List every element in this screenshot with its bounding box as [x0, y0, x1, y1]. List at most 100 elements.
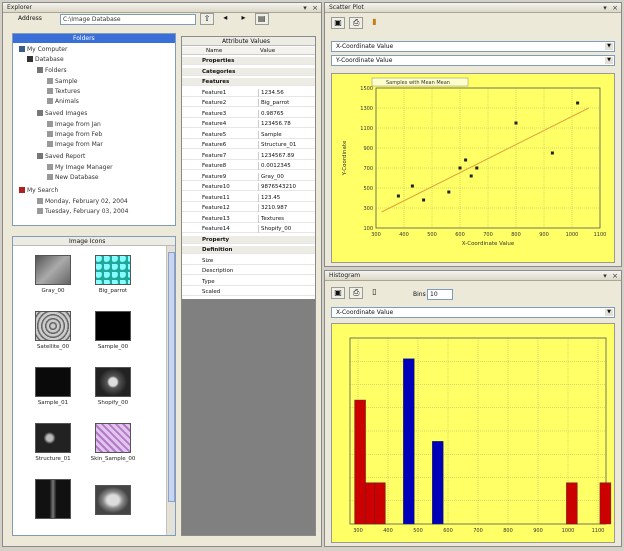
tree-item[interactable]: Image from Feb [47, 131, 102, 139]
tree-item[interactable]: Tuesday, February 03, 2004 [37, 208, 128, 216]
property-value[interactable]: Shopify_00 [258, 225, 314, 233]
property-category[interactable]: Definition [182, 246, 315, 254]
close-icon[interactable]: × [312, 4, 318, 12]
chart-icon[interactable]: ▮ [372, 17, 377, 26]
property-row[interactable]: Feature6 Structure_01 [182, 141, 315, 149]
tree-item[interactable]: My Computer [19, 46, 67, 54]
print-icon[interactable]: ⎙ [349, 17, 364, 29]
tree-item[interactable]: Image from Jan [47, 121, 101, 129]
property-value[interactable]: Sample [258, 130, 314, 139]
property-value[interactable]: 1234567.89 [258, 151, 314, 160]
image-icon [47, 98, 53, 104]
folder-up-icon[interactable]: ⇧ [200, 13, 214, 25]
property-name: Feature4 [202, 121, 227, 127]
property-value[interactable]: 0.0012345 [258, 162, 314, 170]
property-value[interactable]: Big_parrot [258, 99, 314, 107]
tree-item[interactable]: My Image Manager [47, 164, 113, 172]
view-menu-icon[interactable]: ▤ [254, 13, 269, 25]
thumbnail-image[interactable] [95, 311, 131, 341]
tree-item[interactable]: Saved Images [37, 110, 87, 118]
scatter-titlebar: Scatter Plot ▾ × [325, 3, 621, 13]
tree-item[interactable]: Saved Report [37, 153, 85, 161]
thumbnail-scrollbar[interactable] [166, 246, 175, 535]
tree-item[interactable]: My Search [19, 187, 58, 195]
property-name: Feature6 [202, 142, 227, 148]
property-grid[interactable]: Attribute Values Name Value Properties Ca… [181, 36, 316, 536]
thumbnail-image[interactable] [95, 423, 131, 453]
forward-icon[interactable]: ▸ [241, 13, 246, 22]
copy-icon[interactable]: ▣ [331, 287, 345, 299]
chevron-down-icon[interactable]: ▼ [605, 43, 613, 50]
property-value[interactable]: Gray_00 [258, 172, 314, 181]
thumbnail-image[interactable] [35, 311, 71, 341]
property-value[interactable]: Textures [258, 214, 314, 223]
scatter-chart: Samples with Mean Mean 300 400 500 600 700 800… [342, 77, 606, 247]
histogram-select[interactable]: X-Coordinate Value ▼ [331, 307, 615, 318]
tree-item[interactable]: New Database [47, 174, 99, 182]
property-row[interactable]: Feature9 Gray_00 [182, 172, 315, 181]
property-value[interactable]: 123456.78 [258, 120, 314, 128]
property-value[interactable]: Structure_01 [258, 141, 314, 149]
property-row[interactable]: Feature11 123.45 [182, 193, 315, 202]
thumbnail-image[interactable] [95, 255, 131, 285]
property-row[interactable]: Feature14 Shopify_00 [182, 225, 315, 233]
property-row[interactable]: Feature2 Big_parrot [182, 99, 315, 107]
property-value[interactable]: 123.45 [258, 193, 314, 202]
pin-icon[interactable]: ▾ [603, 272, 607, 280]
property-category[interactable]: Categories [182, 67, 315, 76]
property-row[interactable]: Feature1 1234.56 [182, 88, 315, 97]
tree-item[interactable]: Animals [47, 98, 79, 106]
thumbnail-view[interactable]: Image Icons Gray_00 Big_parrot Satellite… [12, 236, 176, 536]
property-row[interactable]: Size [182, 257, 315, 265]
chevron-down-icon[interactable]: ▼ [605, 309, 613, 316]
property-row[interactable]: Feature8 0.0012345 [182, 162, 315, 170]
back-icon[interactable]: ◂ [223, 13, 228, 22]
tree-item[interactable]: Monday, February 02, 2004 [37, 198, 128, 206]
property-category[interactable]: Property [182, 235, 315, 244]
y-tick-label: 300 [363, 206, 373, 212]
tree-item[interactable]: Folders [37, 67, 67, 75]
property-row[interactable]: Feature3 0.98765 [182, 109, 315, 118]
y-axis-select[interactable]: Y-Coordinate Value ▼ [331, 55, 615, 66]
pin-icon[interactable]: ▾ [603, 4, 607, 12]
property-row[interactable]: Type [182, 278, 315, 286]
thumbnail-image[interactable] [35, 255, 71, 285]
thumbnail-image[interactable] [95, 485, 131, 515]
tree-item[interactable]: Image from Mar [47, 141, 103, 149]
property-value[interactable]: 0.98765 [258, 109, 314, 118]
property-value[interactable]: 1234.56 [258, 88, 314, 97]
bins-input[interactable]: 10 [427, 289, 453, 300]
y-tick-label: 1500 [360, 86, 373, 92]
x-axis-select[interactable]: X-Coordinate Value ▼ [331, 41, 615, 52]
property-row[interactable]: Feature7 1234567.89 [182, 151, 315, 160]
property-row[interactable]: Feature10 9876543210 [182, 183, 315, 191]
close-icon[interactable]: × [612, 272, 618, 280]
chart-icon[interactable]: ▯ [372, 287, 377, 296]
chevron-down-icon[interactable]: ▼ [605, 57, 613, 64]
thumbnail-image[interactable] [35, 367, 71, 397]
thumbnail-image[interactable] [35, 423, 71, 453]
property-row[interactable]: Feature4 123456.78 [182, 120, 315, 128]
property-category[interactable]: Properties [182, 57, 315, 65]
thumbnail-image[interactable] [35, 479, 71, 519]
pin-icon[interactable]: ▾ [303, 4, 307, 12]
property-value[interactable]: 9876543210 [258, 183, 314, 191]
tree-item[interactable]: Database [27, 56, 64, 64]
copy-icon[interactable]: ▣ [331, 17, 345, 29]
property-row[interactable]: Feature13 Textures [182, 214, 315, 223]
property-value[interactable]: 3210.987 [258, 204, 314, 212]
tree-item[interactable]: Textures [47, 88, 80, 96]
property-row[interactable]: Feature5 Sample [182, 130, 315, 139]
tree-item[interactable]: Sample [47, 78, 78, 86]
scatter-point [469, 174, 473, 178]
close-icon[interactable]: × [612, 4, 618, 12]
print-icon[interactable]: ⎙ [349, 287, 364, 299]
property-category[interactable]: Features [182, 78, 315, 86]
property-row[interactable]: Scaled [182, 288, 315, 296]
thumbnail-image[interactable] [95, 367, 131, 397]
scrollbar-thumb[interactable] [168, 252, 175, 502]
property-row[interactable]: Feature12 3210.987 [182, 204, 315, 212]
property-row[interactable]: Description [182, 267, 315, 275]
folder-tree[interactable]: Folders My Computer Database Folders Sam… [12, 33, 176, 226]
address-input[interactable]: C:\Image Database [60, 14, 196, 25]
